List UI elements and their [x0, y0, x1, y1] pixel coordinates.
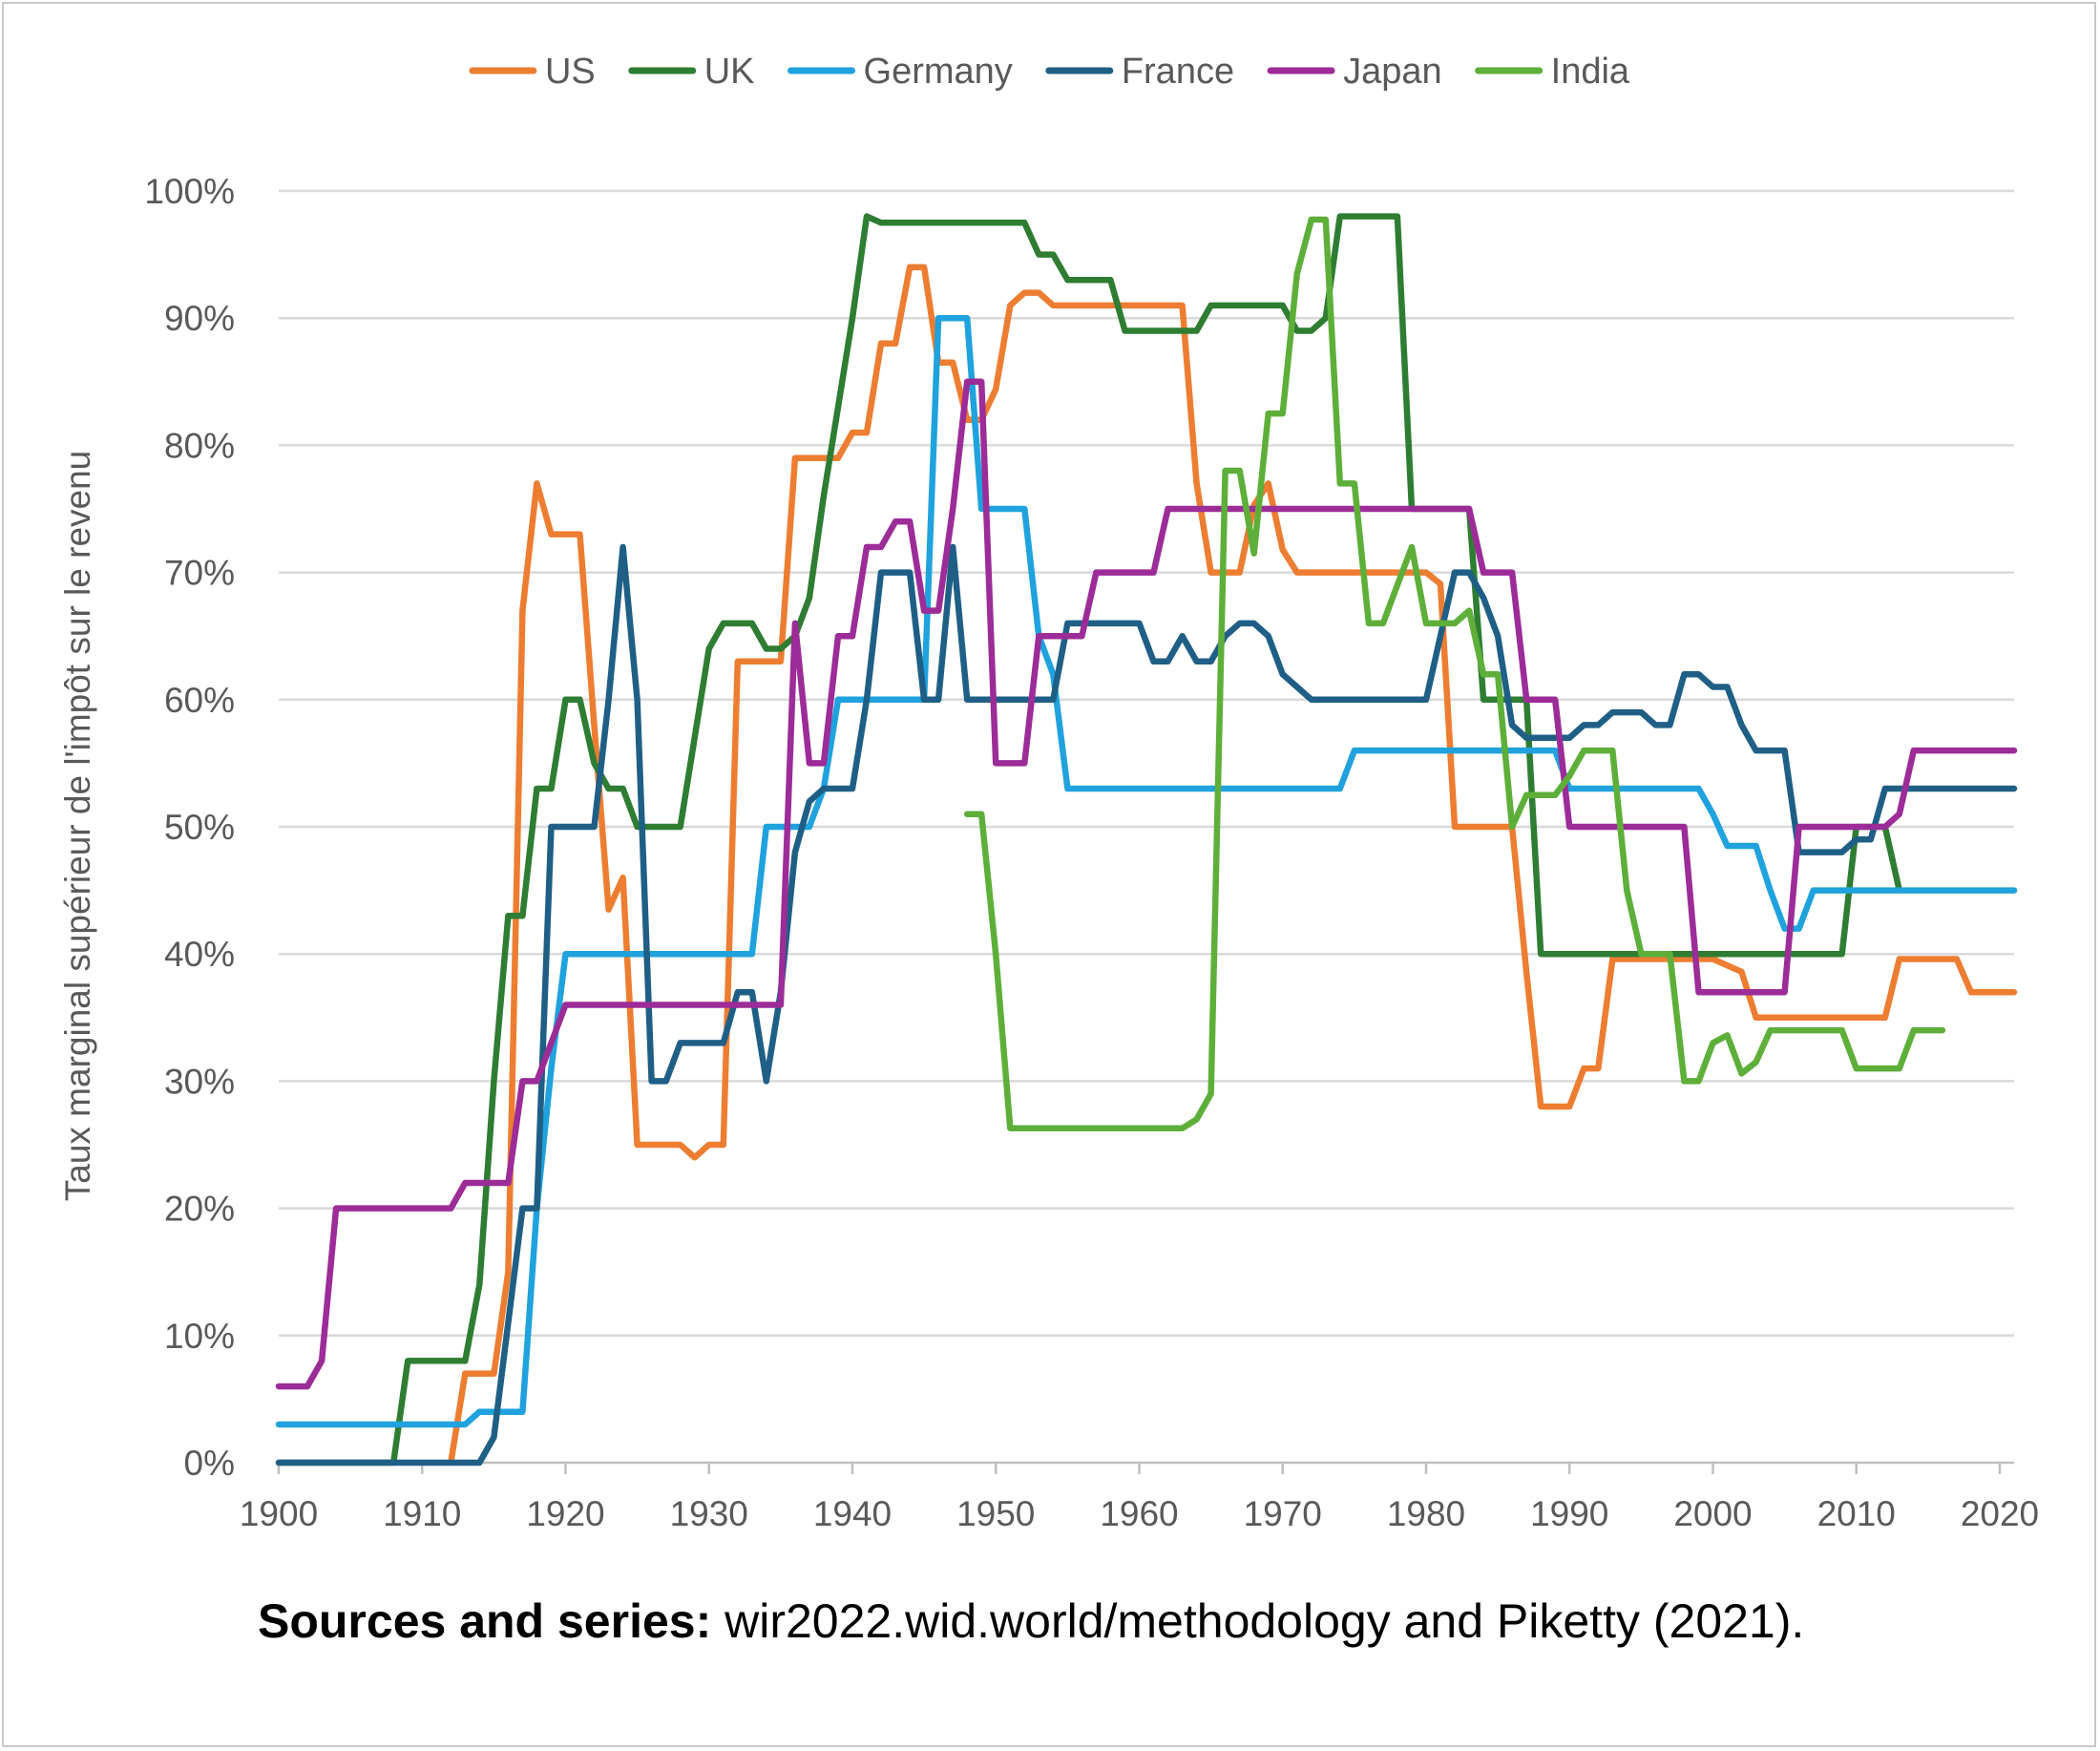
x-tick-label-2010: 2010	[1817, 1494, 1896, 1533]
legend-item-france: France	[1045, 52, 1234, 92]
y-tick-label-50: 50%	[164, 808, 235, 847]
series-line-india	[963, 216, 1946, 1131]
source-note-label: Sources and series:	[258, 1594, 712, 1648]
x-tick-label-1940: 1940	[813, 1494, 892, 1533]
x-tick-label-1980: 1980	[1387, 1494, 1465, 1533]
x-tick-label-1970: 1970	[1244, 1494, 1322, 1533]
y-tick-labels: 0% 10% 20% 30% 40% 50% 60% 70% 80% 90% 100%	[144, 172, 235, 1483]
y-tick-label-80: 80%	[164, 426, 235, 465]
x-tick-label-1920: 1920	[526, 1494, 604, 1533]
x-tick-labels: 1900 1910 1920 1930 1940 1950 1960 1970 1980 1990…	[240, 1463, 2039, 1533]
x-tick-label-1900: 1900	[240, 1494, 318, 1533]
x-tick-label-1930: 1930	[670, 1494, 748, 1533]
gridlines	[279, 189, 2014, 1465]
x-tick-label-2000: 2000	[1673, 1494, 1752, 1533]
legend-label-uk: UK	[704, 52, 755, 92]
y-tick-label-100: 100%	[144, 172, 235, 211]
y-tick-label-40: 40%	[164, 935, 235, 974]
source-note: Sources and series: wir2022.wid.world/me…	[258, 1591, 1880, 1652]
legend-label-us: US	[545, 52, 596, 92]
series-line-uk	[275, 213, 1903, 1466]
y-tick-label-90: 90%	[164, 299, 235, 338]
x-tick-label-1950: 1950	[956, 1494, 1035, 1533]
series-line-france	[275, 543, 2018, 1466]
legend-label-india: India	[1551, 52, 1630, 92]
y-axis-title: Taux marginal supérieur de l'impôt sur l…	[58, 451, 97, 1202]
y-tick-label-0: 0%	[184, 1444, 235, 1483]
y-tick-label-30: 30%	[164, 1062, 235, 1101]
x-tick-label-1960: 1960	[1100, 1494, 1178, 1533]
series-line-us	[448, 264, 2018, 1466]
legend-label-japan: Japan	[1343, 52, 1442, 92]
x-tick-label-1910: 1910	[383, 1494, 461, 1533]
y-tick-label-20: 20%	[164, 1190, 235, 1229]
y-tick-label-70: 70%	[164, 554, 235, 593]
legend-item-us: US	[469, 52, 596, 92]
x-tick-label-2020: 2020	[1961, 1494, 2039, 1533]
legend-item-japan: Japan	[1267, 52, 1442, 92]
legend-label-france: France	[1122, 52, 1234, 92]
series-lines	[275, 213, 2018, 1466]
series-line-germany	[275, 314, 2018, 1428]
series-line-japan	[275, 378, 2018, 1390]
x-tick-label-1990: 1990	[1530, 1494, 1608, 1533]
legend-item-india: India	[1475, 52, 1630, 92]
legend-item-uk: UK	[628, 52, 755, 92]
legend-item-germany: Germany	[788, 52, 1013, 92]
legend: US UK Germany France Japan India	[469, 52, 1630, 92]
y-tick-label-60: 60%	[164, 681, 235, 720]
y-tick-label-10: 10%	[164, 1317, 235, 1356]
legend-label-germany: Germany	[864, 52, 1013, 92]
source-note-text: wir2022.wid.world/methodology and Pikett…	[711, 1594, 1805, 1648]
